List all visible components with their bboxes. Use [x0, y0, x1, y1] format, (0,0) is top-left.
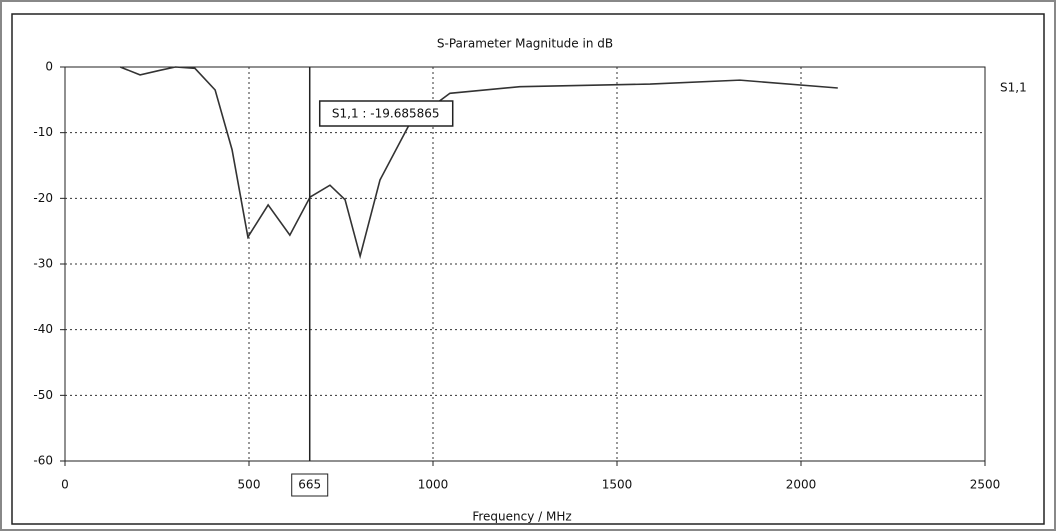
x-tick-label: 2500 — [970, 478, 1001, 492]
y-tick-label: 0 — [45, 60, 53, 74]
x-tick-label: 0 — [61, 478, 69, 492]
annotation: S1,1 : -19.685865 — [332, 107, 440, 121]
chart-title: S-Parameter Magnitude in dB — [437, 37, 613, 51]
y-tick-label: -10 — [33, 125, 53, 139]
x-axis-label: Frequency / MHz — [472, 510, 571, 524]
y-tick-label: -60 — [33, 454, 53, 468]
y-tick-label: -30 — [33, 257, 53, 271]
marker-label: 665 — [298, 478, 321, 492]
x-tick-label: 2000 — [786, 478, 817, 492]
y-tick-label: -20 — [33, 191, 53, 205]
panel-frame — [12, 14, 1044, 524]
x-tick-label: 1500 — [602, 478, 633, 492]
x-tick-label: 1000 — [418, 478, 449, 492]
legend-entry: S1,1 — [1000, 81, 1027, 95]
y-tick-label: -50 — [33, 388, 53, 402]
chart: S-Parameter Magnitude in dB Frequency / … — [0, 0, 1056, 531]
y-tick-label: -40 — [33, 322, 53, 336]
x-tick-label: 500 — [238, 478, 261, 492]
